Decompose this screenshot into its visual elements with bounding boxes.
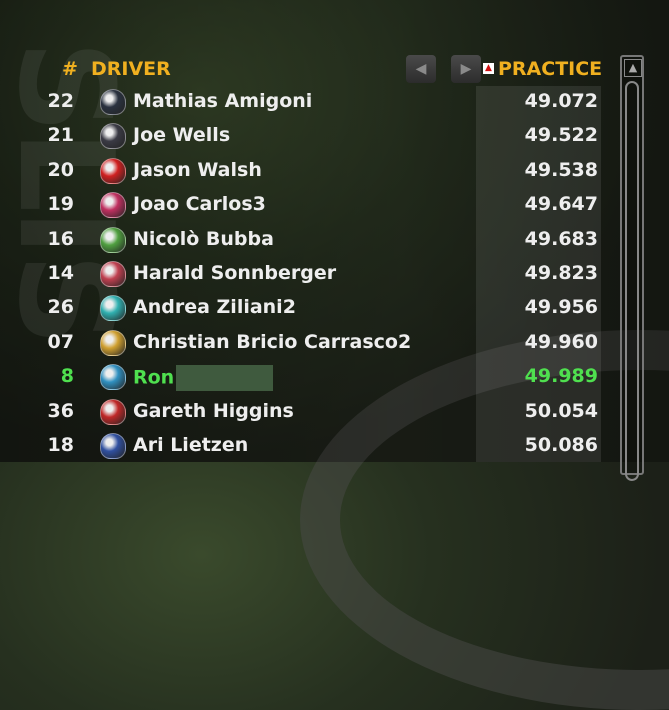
header-driver[interactable]: DRIVER <box>91 58 171 80</box>
driver-name-text: Nicolò Bubba <box>133 227 274 250</box>
chevron-left-icon: ◀ <box>415 61 427 77</box>
helmet-icon <box>100 123 126 150</box>
lap-time: 49.072 <box>524 90 598 112</box>
table-row[interactable]: 16 Nicolò Bubba 49.683 <box>0 224 620 258</box>
lap-time: 49.683 <box>524 227 598 250</box>
lap-time: 49.960 <box>524 330 598 353</box>
table-row[interactable]: 20 Jason Walsh 49.538 <box>0 155 620 189</box>
driver-name-text: Andrea Ziliani2 <box>133 296 296 319</box>
car-number: 19 <box>47 193 74 216</box>
table-row[interactable]: 36 Gareth Higgins 50.054 <box>0 396 620 430</box>
driver-name: Nicolò Bubba <box>133 228 274 250</box>
car-number: 22 <box>47 90 74 112</box>
driver-name: Ari Lietzen <box>133 434 248 456</box>
helmet-icon <box>100 329 126 356</box>
helmet-icon <box>100 226 126 253</box>
lap-time: 49.989 <box>524 365 598 388</box>
header-practice[interactable]: PRACTICE <box>498 58 603 80</box>
table-row[interactable]: 26 Andrea Ziliani2 49.956 <box>0 292 620 326</box>
scroll-up-icon[interactable]: ▲ <box>624 59 642 77</box>
table-row[interactable]: 18 Ari Lietzen 50.086 <box>0 430 620 464</box>
driver-name: Joao Carlos3 <box>133 193 266 215</box>
table-row[interactable]: 21 Joe Wells 49.522 <box>0 120 620 154</box>
driver-name-text: Gareth Higgins <box>133 399 294 422</box>
driver-name: Harald Sonnberger <box>133 262 336 284</box>
driver-name: Joe Wells <box>133 124 230 146</box>
lap-time: 49.647 <box>524 193 598 216</box>
car-number: 14 <box>47 262 74 284</box>
driver-name-text: Jason Walsh <box>133 158 262 181</box>
lap-time: 49.522 <box>524 124 598 147</box>
driver-name-text: Mathias Amigoni <box>133 90 313 112</box>
driver-name-text: Joao Carlos3 <box>133 193 266 216</box>
driver-name: Christian Bricio Carrasco2 <box>133 331 411 353</box>
car-number: 8 <box>60 365 74 388</box>
car-number: 16 <box>47 227 74 250</box>
helmet-icon <box>100 433 126 459</box>
next-session-button[interactable]: ▶ <box>451 55 481 83</box>
table-row[interactable]: 8 Ron 49.989 <box>0 361 620 395</box>
helmet-icon <box>100 157 126 184</box>
car-number: 20 <box>47 158 74 181</box>
chevron-right-icon: ▶ <box>460 61 472 77</box>
driver-name: Ron <box>133 365 274 392</box>
driver-name: Jason Walsh <box>133 159 262 181</box>
car-number: 18 <box>47 434 74 456</box>
lap-time: 49.538 <box>524 158 598 181</box>
helmet-icon <box>100 295 126 322</box>
helmet-icon <box>100 89 126 115</box>
helmet-icon <box>100 261 126 287</box>
driver-name-text: Christian Bricio Carrasco2 <box>133 330 412 353</box>
lap-time: 49.823 <box>524 262 598 284</box>
table-row[interactable]: 07 Christian Bricio Carrasco2 49.960 <box>0 327 620 361</box>
driver-name: Andrea Ziliani2 <box>133 296 296 318</box>
car-number: 26 <box>47 296 74 319</box>
driver-name-text: Ari Lietzen <box>133 434 249 456</box>
driver-name-text: Joe Wells <box>133 124 231 147</box>
scrollbar[interactable]: ▲ <box>620 55 644 481</box>
table-row[interactable]: 22 Mathias Amigoni 49.072 <box>0 86 620 120</box>
helmet-icon <box>100 192 126 219</box>
car-number: 36 <box>47 399 74 422</box>
car-number: 07 <box>47 330 74 353</box>
lap-time: 50.086 <box>524 434 598 456</box>
header-number[interactable]: # <box>62 58 78 80</box>
car-number: 21 <box>47 124 74 147</box>
prev-session-button[interactable]: ◀ <box>406 55 436 83</box>
scrollbar-thumb[interactable] <box>625 81 639 481</box>
lap-time: 49.956 <box>524 296 598 319</box>
table-row[interactable]: 19 Joao Carlos3 49.647 <box>0 189 620 223</box>
helmet-icon <box>100 364 126 391</box>
lap-time: 50.054 <box>524 399 598 422</box>
table-row[interactable]: 14 Harald Sonnberger 49.823 <box>0 258 620 292</box>
driver-name: Gareth Higgins <box>133 400 294 422</box>
helmet-icon <box>100 398 126 425</box>
sort-up-icon[interactable]: ▲ <box>483 63 494 74</box>
driver-name-text: Ron <box>133 366 175 389</box>
practice-column-highlight <box>476 86 601 462</box>
redacted-surname <box>176 365 274 392</box>
driver-name: Mathias Amigoni <box>133 90 312 112</box>
driver-name-text: Harald Sonnberger <box>133 262 337 284</box>
